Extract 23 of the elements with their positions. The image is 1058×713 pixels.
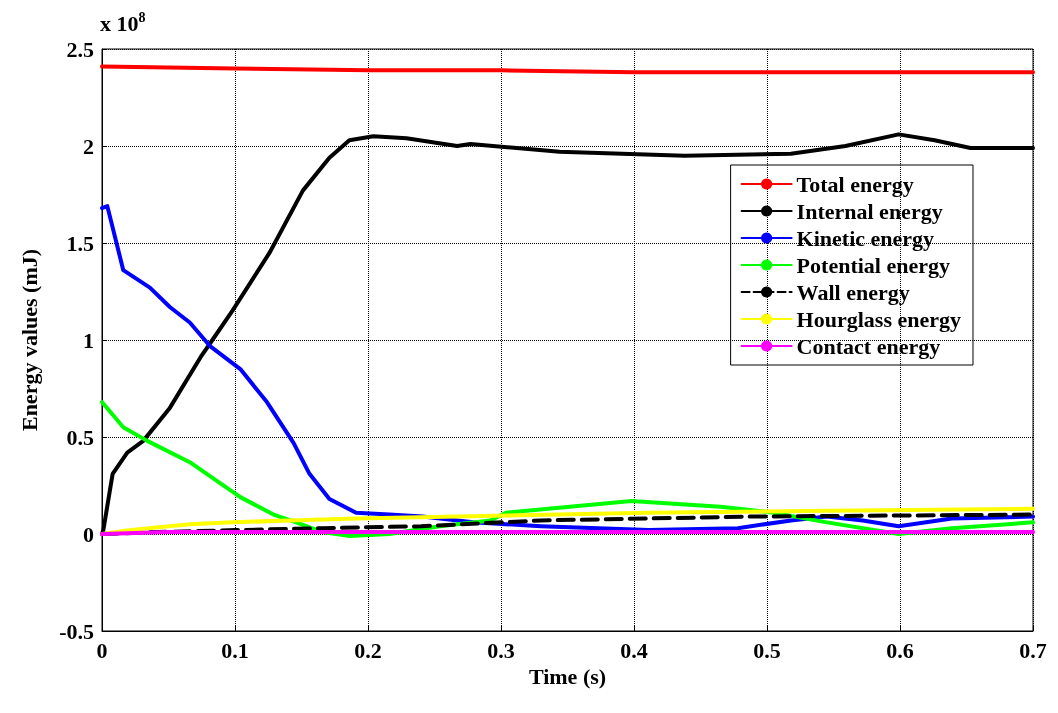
y-tick-label: 2	[83, 133, 94, 159]
x-tick-label: 0.5	[753, 637, 781, 663]
x-tick-label: 0.2	[354, 637, 382, 663]
legend-label: Contact energy	[796, 333, 941, 359]
x-tick-label: 0.4	[620, 637, 648, 663]
legend-label: Potential energy	[796, 252, 950, 278]
y-tick-label: 2.5	[66, 36, 94, 62]
x-axis-title: Time (s)	[528, 664, 607, 690]
legend-label: Kinetic energy	[796, 225, 935, 251]
y-tick-label: 0.5	[66, 424, 94, 450]
legend-label: Hourglass energy	[796, 306, 962, 332]
y-tick-label: 0	[83, 521, 94, 547]
x-tick-label: 0.1	[221, 637, 249, 663]
y-tick-label: 1.5	[66, 230, 94, 256]
legend-label: Wall energy	[796, 279, 910, 305]
legend-label: Internal energy	[796, 198, 943, 224]
y-axis-title: Energy values (mJ)	[16, 248, 42, 432]
x-tick-label: 0.7	[1019, 637, 1047, 663]
x-tick-label: 0.3	[487, 637, 515, 663]
legend-label: Total energy	[796, 171, 914, 197]
y-tick-label: -0.5	[59, 618, 94, 644]
x-tick-label: 0.6	[886, 637, 914, 663]
y-tick-label: 1	[83, 327, 94, 353]
